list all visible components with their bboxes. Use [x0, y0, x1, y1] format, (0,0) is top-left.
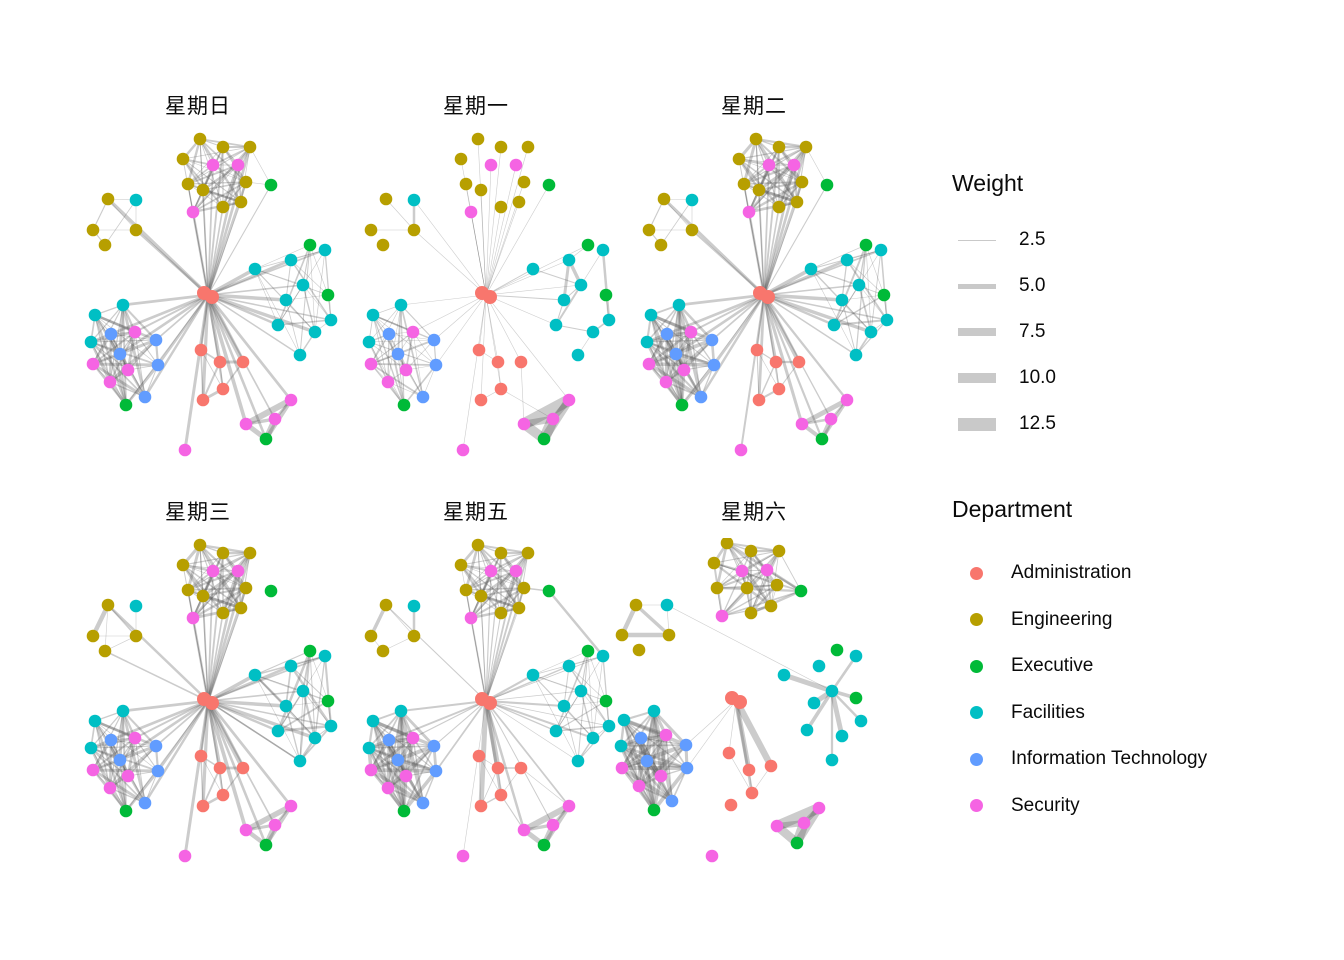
department-color-dot: [970, 706, 983, 720]
weight-legend-item: 2.5: [952, 217, 1056, 263]
department-legend-item: Security: [952, 783, 1207, 830]
weight-legend: Weight 2.5 5.0 7.5 10.0 12.5: [952, 170, 1056, 447]
department-legend-item: Information Technology: [952, 736, 1207, 783]
department-legend-label: Facilities: [1011, 701, 1085, 723]
department-legend-item: Engineering: [952, 597, 1207, 644]
facet-panel-sunday: 星期日: [48, 80, 348, 472]
facet-title-tuesday: 星期二: [721, 95, 787, 118]
weight-legend-item: 5.0: [952, 263, 1056, 309]
network-graph-friday: [362, 538, 616, 863]
department-legend-label: Security: [1011, 794, 1080, 816]
network-graph-monday: [362, 132, 616, 457]
facet-panel-saturday: 星期六: [604, 486, 904, 878]
facet-title-wednesday: 星期三: [165, 501, 231, 524]
department-legend-item: Facilities: [952, 690, 1207, 737]
network-graph-saturday: [614, 538, 868, 863]
facet-title-sunday: 星期日: [165, 95, 231, 118]
edge-width-swatch: [958, 328, 996, 336]
weight-legend-label: 10.0: [1019, 367, 1056, 388]
department-legend-item: Executive: [952, 643, 1207, 690]
weight-legend-label: 7.5: [1019, 321, 1046, 342]
edge-width-swatch: [958, 373, 996, 383]
department-color-dot: [970, 659, 983, 673]
facet-title-friday: 星期五: [443, 501, 509, 524]
department-legend-label: Engineering: [1011, 608, 1113, 630]
weight-legend-title: Weight: [952, 170, 1024, 196]
facet-panel-monday: 星期一: [326, 80, 626, 472]
facet-panel-friday: 星期五: [326, 486, 626, 878]
weight-legend-item: 10.0: [952, 355, 1056, 401]
facet-panel-wednesday: 星期三: [48, 486, 348, 878]
department-color-dot: [970, 799, 983, 813]
weight-legend-label: 12.5: [1019, 413, 1056, 434]
department-legend-label: Information Technology: [1011, 748, 1208, 770]
network-graph-wednesday: [84, 538, 338, 863]
department-legend-item: Administration: [952, 550, 1207, 597]
network-graph-sunday: [84, 132, 338, 457]
weight-legend-label: 2.5: [1019, 229, 1046, 250]
department-legend-title: Department: [952, 496, 1073, 522]
department-color-dot: [970, 613, 983, 627]
facet-title-saturday: 星期六: [721, 501, 787, 524]
weight-legend-item: 7.5: [952, 309, 1056, 355]
edge-width-swatch: [958, 239, 996, 241]
edge-width-swatch: [958, 417, 996, 431]
department-color-dot: [970, 752, 983, 766]
department-legend-label: Executive: [1011, 655, 1094, 677]
weight-legend-label: 5.0: [1019, 275, 1046, 296]
facet-title-monday: 星期一: [443, 95, 509, 118]
department-color-dot: [970, 566, 983, 580]
edge-width-swatch: [958, 283, 996, 289]
department-legend-label: Administration: [1011, 562, 1132, 584]
weight-legend-item: 12.5: [952, 401, 1056, 447]
facet-panel-tuesday: 星期二: [604, 80, 904, 472]
department-legend: Department Administration Engineering Ex…: [952, 496, 1207, 829]
network-graph-tuesday: [640, 132, 894, 457]
